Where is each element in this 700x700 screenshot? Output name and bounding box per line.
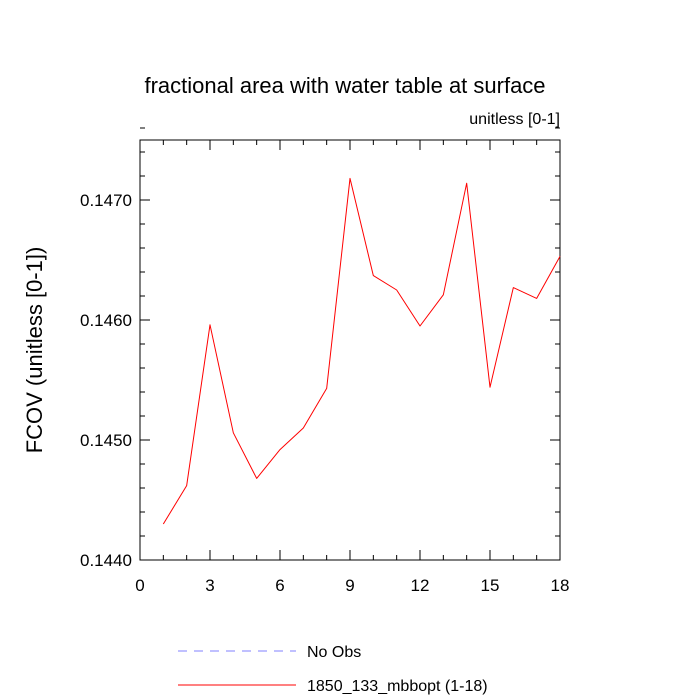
legend-label: 1850_133_mbbopt (1-18) <box>307 678 488 695</box>
x-tick-label: 9 <box>345 576 354 595</box>
y-tick-label: 0.1470 <box>80 191 132 210</box>
x-tick-label: 12 <box>411 576 430 595</box>
legend: No Obs 1850_133_mbbopt (1-18) <box>178 644 488 695</box>
units-label: unitless [0-1] <box>469 111 560 128</box>
series-line <box>162 177 561 525</box>
y-axis-label: FCOV (unitless [0-1]) <box>22 247 47 454</box>
x-tick-label: 18 <box>551 576 570 595</box>
legend-label: No Obs <box>307 644 361 661</box>
axis-tick-labels: 0 3 6 9 12 15 18 0.1440 0.1450 0.1460 0.1470 <box>80 191 569 595</box>
chart-title: fractional area with water table at surf… <box>144 73 545 98</box>
series-layer <box>162 177 561 525</box>
y-tick-label: 0.1440 <box>80 551 132 570</box>
plot-frame <box>139 139 561 561</box>
y-tick-label: 0.1460 <box>80 311 132 330</box>
axis-ticks <box>139 127 561 561</box>
x-tick-label: 0 <box>135 576 144 595</box>
x-tick-label: 6 <box>275 576 284 595</box>
x-tick-label: 3 <box>205 576 214 595</box>
y-tick-label: 0.1450 <box>80 431 132 450</box>
x-tick-label: 15 <box>481 576 500 595</box>
